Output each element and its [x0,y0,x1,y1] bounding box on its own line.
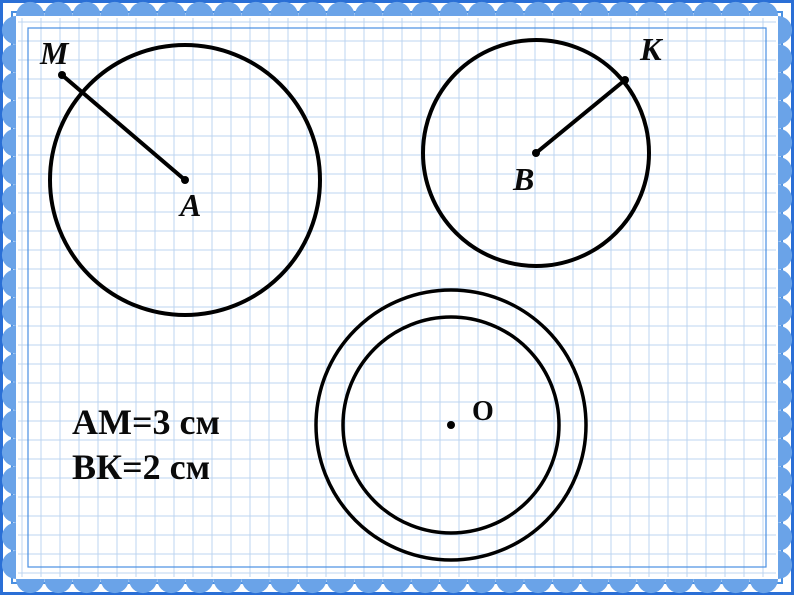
diagram-svg [0,0,794,595]
measurements-block: АМ=3 см ВК=2 см [72,400,220,490]
center-label-O: O [472,396,494,428]
diagram-frame: M A К B O АМ=3 см ВК=2 см [0,0,794,595]
point-label-M: M [40,35,68,72]
measure-line-1: АМ=3 см [72,400,220,445]
center-label-A: A [180,187,201,224]
center-label-B: B [513,161,534,198]
measure-line-2: ВК=2 см [72,445,220,490]
point-label-K: К [640,31,662,68]
